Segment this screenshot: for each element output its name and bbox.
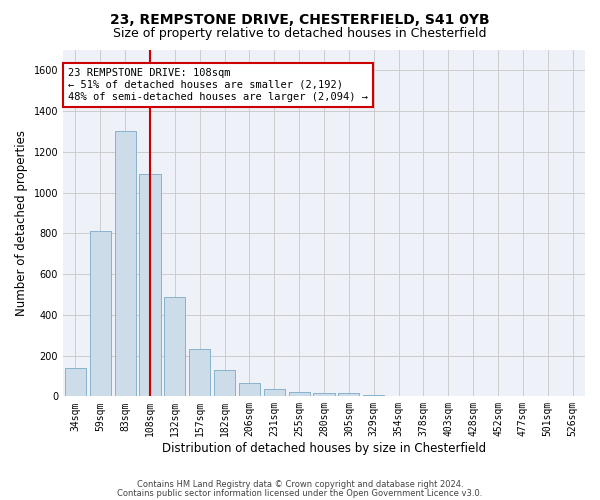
Text: Contains HM Land Registry data © Crown copyright and database right 2024.: Contains HM Land Registry data © Crown c… bbox=[137, 480, 463, 489]
Bar bbox=[65, 368, 86, 396]
Bar bbox=[289, 392, 310, 396]
Bar bbox=[115, 132, 136, 396]
Bar bbox=[313, 394, 335, 396]
Bar bbox=[363, 394, 384, 396]
Bar bbox=[239, 383, 260, 396]
Bar bbox=[164, 296, 185, 396]
Bar bbox=[338, 394, 359, 396]
Text: Size of property relative to detached houses in Chesterfield: Size of property relative to detached ho… bbox=[113, 28, 487, 40]
Text: 23, REMPSTONE DRIVE, CHESTERFIELD, S41 0YB: 23, REMPSTONE DRIVE, CHESTERFIELD, S41 0… bbox=[110, 12, 490, 26]
Text: Contains public sector information licensed under the Open Government Licence v3: Contains public sector information licen… bbox=[118, 488, 482, 498]
Bar bbox=[264, 389, 285, 396]
Bar bbox=[139, 174, 161, 396]
Y-axis label: Number of detached properties: Number of detached properties bbox=[15, 130, 28, 316]
X-axis label: Distribution of detached houses by size in Chesterfield: Distribution of detached houses by size … bbox=[162, 442, 486, 455]
Bar bbox=[214, 370, 235, 396]
Text: 23 REMPSTONE DRIVE: 108sqm
← 51% of detached houses are smaller (2,192)
48% of s: 23 REMPSTONE DRIVE: 108sqm ← 51% of deta… bbox=[68, 68, 368, 102]
Bar bbox=[189, 350, 211, 397]
Bar bbox=[90, 232, 111, 396]
